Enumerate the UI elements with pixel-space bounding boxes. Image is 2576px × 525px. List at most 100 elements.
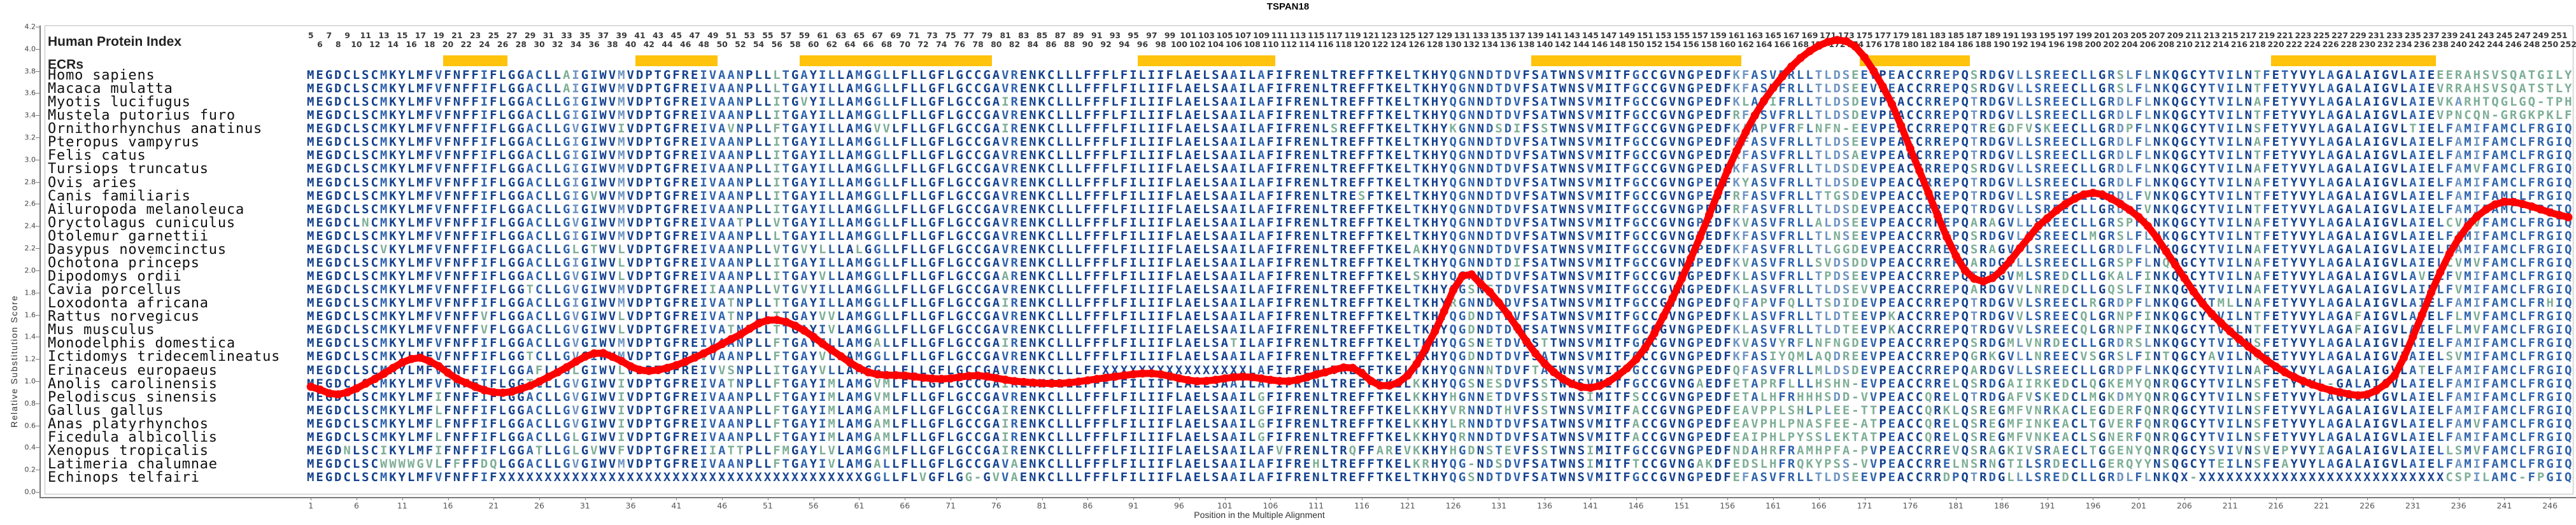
- seq-segment: L: [2007, 470, 2016, 485]
- seq-segment: FS: [1522, 376, 1541, 391]
- seq-segment: G: [562, 296, 572, 311]
- seq-segment: N: [1476, 323, 1486, 337]
- x-tick-label: 191: [2039, 501, 2055, 510]
- seq-segment: Q: [1961, 135, 1971, 150]
- seq-segment: L: [882, 336, 892, 351]
- hpi-number: 98: [1155, 39, 1166, 49]
- seq-segment: R: [2107, 296, 2117, 311]
- hpi-number: 125: [1399, 31, 1416, 40]
- seq-segment: L: [618, 363, 627, 377]
- hpi-number: 70: [899, 39, 910, 49]
- seq-segment: YVY: [2290, 242, 2318, 256]
- seq-segment: F: [618, 443, 627, 458]
- seq-segment: LFLLGFLGCCGA: [891, 457, 1002, 472]
- seq-segment: S: [1468, 470, 1477, 485]
- seq-segment: TWNS: [1550, 389, 1587, 404]
- seq-segment: LL: [544, 416, 563, 431]
- seq-segment: T: [782, 363, 791, 377]
- seq-segment: E: [2427, 202, 2437, 216]
- seq-segment: A: [800, 443, 810, 458]
- seq-segment: R: [2043, 336, 2053, 351]
- seq-segment: IVA: [700, 323, 728, 337]
- seq-segment: G: [791, 363, 801, 377]
- seq-segment: FR: [1778, 457, 1797, 472]
- seq-segment: R: [1934, 95, 1943, 109]
- seq-segment: T: [1413, 148, 1422, 163]
- seq-segment: F: [1266, 443, 1276, 458]
- seq-segment: QGCY: [2171, 95, 2209, 109]
- seq-segment: Q: [1961, 336, 1971, 351]
- seq-segment: V: [1586, 122, 1596, 136]
- hpi-number: 54: [753, 39, 765, 49]
- seq-segment: EDF: [1705, 283, 1733, 297]
- seq-segment: Y: [809, 135, 819, 150]
- seq-segment: ENKCLLLFFFLFILIIFLAELSA: [1019, 443, 1230, 458]
- hpi-number: 130: [1445, 39, 1462, 49]
- seq-segment: LL: [544, 309, 563, 324]
- seq-segment: IVAAN: [700, 202, 746, 216]
- seq-segment: L: [773, 228, 782, 243]
- seq-segment: A: [800, 416, 810, 431]
- seq-segment: L: [2016, 108, 2025, 123]
- x-tick-label: 221: [2314, 501, 2330, 510]
- seq-segment: M: [855, 175, 865, 190]
- seq-segment: G: [1632, 309, 1642, 324]
- seq-segment: PLL: [746, 416, 774, 431]
- seq-segment: EDF: [1705, 336, 1733, 351]
- seq-segment: MEGDCLSC: [307, 188, 380, 203]
- seq-segment: R: [1925, 188, 1934, 203]
- seq-segment: K: [2043, 122, 2053, 136]
- seq-segment: E: [2427, 363, 2437, 377]
- seq-segment: TLDS: [1815, 148, 1852, 163]
- seq-segment: EV: [1860, 202, 1879, 216]
- seq-segment: S: [1970, 162, 1980, 176]
- seq-segment: I: [773, 202, 782, 216]
- seq-segment: EDF: [1705, 175, 1733, 190]
- seq-segment: G: [1257, 416, 1267, 431]
- seq-segment: GL: [874, 215, 892, 230]
- seq-segment: FLGG: [490, 68, 527, 82]
- seq-segment: MITF: [1596, 228, 1632, 243]
- seq-segment: R: [1934, 122, 1943, 136]
- seq-segment: GA: [2336, 202, 2354, 216]
- seq-segment: F: [1778, 376, 1788, 391]
- seq-segment: N: [2244, 349, 2254, 364]
- seq-segment: L: [1824, 430, 1834, 444]
- seq-segment: G: [791, 242, 801, 256]
- seq-segment: LA: [2318, 336, 2337, 351]
- seq-segment: Q: [1961, 95, 1971, 109]
- seq-segment: LL: [544, 135, 563, 150]
- seq-segment: I: [590, 95, 600, 109]
- seq-segment: WV: [599, 135, 618, 150]
- seq-segment: MEGDCLSC: [307, 323, 380, 337]
- seq-segment: IVAAN: [700, 148, 746, 163]
- seq-segment: AI: [2409, 202, 2428, 216]
- seq-segment: T: [535, 443, 545, 458]
- seq-segment: G: [581, 242, 591, 256]
- seq-segment: V: [1586, 188, 1596, 203]
- seq-segment: TVIL: [2208, 122, 2245, 136]
- sequence-row: MEGDCLSCMKYLMFVFNFFIFLGGTCLLGVGIWVMVDPTG…: [307, 283, 2573, 297]
- hpi-number: 126: [1408, 39, 1426, 49]
- seq-segment: IL: [818, 296, 837, 311]
- seq-segment: EDF: [1705, 269, 1733, 284]
- hpi-number: 178: [1883, 39, 1900, 49]
- seq-segment: AC: [526, 430, 545, 444]
- hpi-number: 30: [534, 39, 545, 49]
- seq-segment: F: [2135, 188, 2144, 203]
- seq-segment: IYQM: [1769, 349, 1806, 364]
- seq-segment: T: [1970, 122, 1980, 136]
- seq-segment: IL: [818, 81, 837, 96]
- seq-segment: A: [1229, 403, 1240, 417]
- seq-segment: R: [1925, 228, 1934, 243]
- x-tick: [1773, 497, 1774, 500]
- seq-segment: L: [2144, 215, 2153, 230]
- seq-segment: R: [1925, 162, 1934, 176]
- seq-segment: S: [2253, 430, 2263, 444]
- seq-segment: T: [2281, 135, 2291, 150]
- seq-segment: G: [1997, 81, 2007, 96]
- seq-segment: L: [1787, 376, 1797, 391]
- seq-segment: KF: [1732, 162, 1752, 176]
- seq-segment: MITF: [1596, 443, 1632, 458]
- seq-segment: DTDV: [1485, 81, 1523, 96]
